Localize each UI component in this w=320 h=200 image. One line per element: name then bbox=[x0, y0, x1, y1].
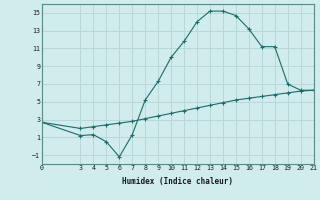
X-axis label: Humidex (Indice chaleur): Humidex (Indice chaleur) bbox=[122, 177, 233, 186]
